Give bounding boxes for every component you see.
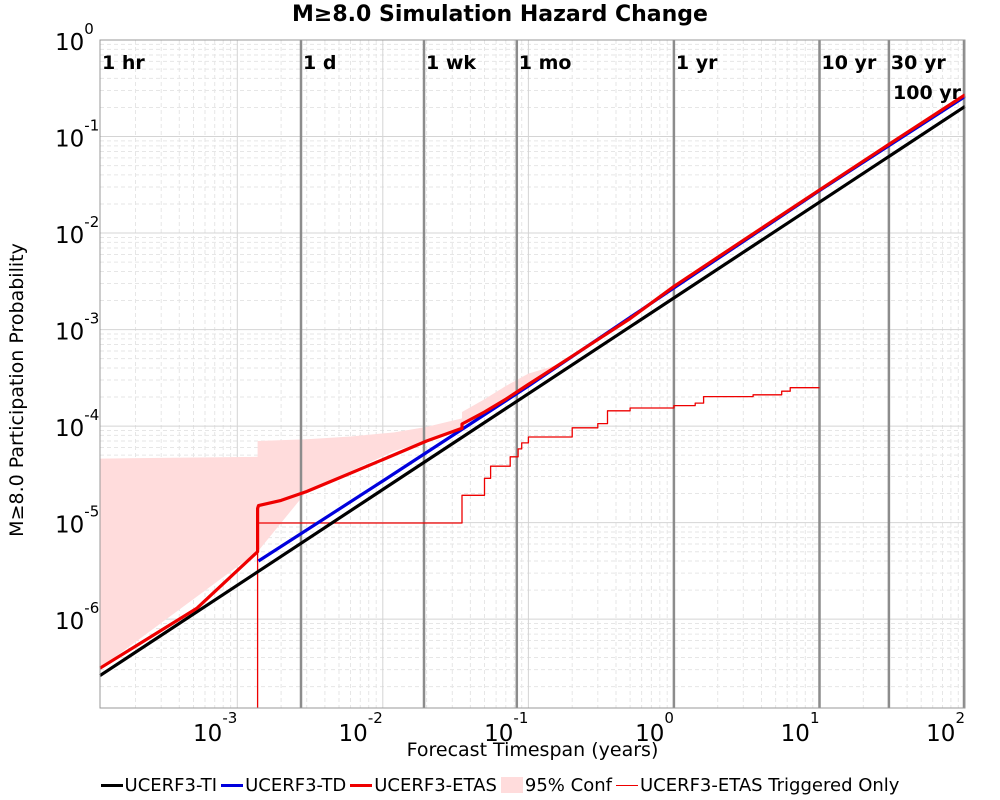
confidence-band-layer [100, 356, 573, 669]
legend-item: UCERF3-ETAS [350, 775, 497, 796]
y-axis-label: M≥8.0 Participation Probability [6, 243, 28, 537]
series-ucerf3-etas [99, 93, 966, 670]
legend-item: UCERF3-TI [100, 774, 218, 796]
legend-label: UCERF3-TD [245, 774, 347, 796]
x-tick-label: 10-2 [339, 709, 383, 747]
series-ucerf3-ti [99, 105, 966, 677]
x-tick-labels: 10-3 10-2 10-1 100 101 102 [193, 709, 965, 747]
timespan-marker-label: 1 mo [519, 52, 572, 74]
minor-gridlines [100, 40, 965, 708]
timespan-marker-label: 1 hr [102, 52, 145, 74]
timespan-marker-labels: 1 hr 1 d 1 wk 1 mo 1 yr 10 yr 30 yr 100 yr [102, 52, 962, 104]
chart-title: M≥8.0 Simulation Hazard Change [292, 2, 708, 27]
timespan-marker-label: 1 yr [676, 52, 718, 74]
legend-label: UCERF3-ETAS [374, 774, 497, 796]
legend-swatch [500, 777, 523, 793]
y-tick-label: 100 [55, 20, 94, 56]
y-tick-label: 10-4 [55, 406, 99, 442]
x-axis-label: Forecast Timespan (years) [406, 739, 659, 761]
timespan-marker-label: 10 yr [822, 52, 877, 74]
x-tick-label: 10-3 [193, 709, 237, 747]
legend-item: 95% Conf [500, 774, 612, 796]
legend-swatch [350, 783, 373, 787]
x-tick-label: 102 [926, 709, 965, 747]
x-tick-label: 101 [781, 709, 820, 747]
legend-item: UCERF3-ETAS Triggered Only [615, 774, 900, 796]
series-ucerf3-etas-triggered [256, 387, 820, 708]
plot-frame [99, 39, 966, 709]
series-95-conf-band [100, 356, 573, 669]
legend-label: UCERF3-ETAS Triggered Only [639, 774, 900, 796]
y-tick-label: 10-1 [55, 117, 99, 153]
timespan-marker-label: 100 yr [893, 82, 962, 104]
y-tick-label: 10-5 [55, 503, 99, 539]
legend-label: 95% Conf [524, 774, 612, 796]
y-tick-label: 10-2 [55, 213, 99, 249]
x-tick-label: 100 [635, 709, 674, 747]
y-tick-labels: 10-6 10-5 10-4 10-3 10-2 10-1 100 [55, 20, 99, 635]
x-tick-label: 10-1 [484, 709, 528, 747]
timespan-markers [299, 40, 966, 708]
legend-swatch [221, 783, 244, 787]
legend-swatch [100, 783, 123, 787]
legend-item: UCERF3-TD [221, 775, 346, 796]
timespan-marker-label: 1 wk [426, 52, 476, 74]
timespan-marker-label: 1 d [303, 52, 336, 74]
legend-label: UCERF3-TI [124, 774, 218, 796]
y-tick-label: 10-6 [55, 599, 99, 635]
legend-swatch [615, 784, 638, 786]
timespan-marker-label: 30 yr [891, 52, 946, 74]
legend: UCERF3-TI UCERF3-TD UCERF3-ETAS 95% Conf UCE… [0, 771, 1000, 799]
y-tick-label: 10-3 [55, 310, 99, 346]
series-layer [99, 93, 966, 708]
